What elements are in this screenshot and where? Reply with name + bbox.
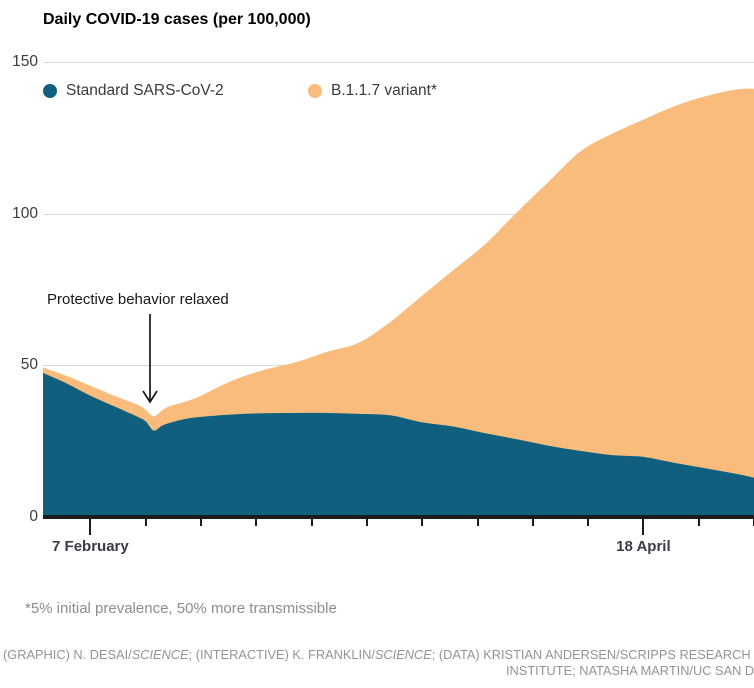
x-axis-tick — [365, 519, 368, 526]
standard-series-swatch-icon — [43, 84, 57, 98]
variant-series-swatch-icon — [308, 84, 322, 98]
x-axis-tick — [697, 519, 700, 526]
credits-line-1: (GRAPHIC) N. DESAI/SCIENCE; (INTERACTIVE… — [3, 647, 751, 662]
chart-title: Daily COVID-19 cases (per 100,000) — [43, 11, 311, 28]
x-axis-tick — [310, 519, 313, 526]
x-axis-tick — [642, 519, 645, 535]
x-axis-line — [43, 515, 754, 519]
y-axis-label-0: 0 — [29, 508, 38, 525]
annotation-text: Protective behavior relaxed — [47, 291, 229, 308]
credits-segment-italic: SCIENCE — [374, 647, 432, 662]
footnote: *5% initial prevalence, 50% more transmi… — [25, 600, 337, 617]
y-axis-label-150: 150 — [12, 53, 38, 70]
area-standard-sars-cov-2 — [43, 372, 754, 517]
legend-label-variant: B.1.1.7 variant* — [331, 82, 437, 99]
credits-line-2: INSTITUTE; NATASHA MARTIN/UC SAN DIEGO — [506, 663, 754, 678]
area-b117-variant — [43, 88, 754, 517]
y-axis-label-100: 100 — [12, 204, 38, 222]
gridline-100 — [43, 213, 754, 215]
x-axis-tick — [476, 519, 479, 526]
x-axis-tick — [200, 519, 202, 526]
legend-item-variant: B.1.1.7 variant* — [308, 82, 437, 100]
legend-label-standard: Standard SARS-CoV-2 — [66, 82, 224, 99]
credits-segment: (GRAPHIC) N. DESAI/ — [3, 647, 132, 662]
legend-item-standard: Standard SARS-CoV-2 — [43, 82, 224, 100]
credits-segment: ; (DATA) KRISTIAN ANDERSEN/SCRIPPS RESEA… — [431, 647, 751, 662]
x-axis-label: 7 February — [52, 538, 129, 555]
x-axis-tick — [89, 519, 92, 535]
annotation-arrow-icon — [142, 314, 158, 404]
x-axis-tick — [587, 519, 590, 526]
credits-segment: ; (INTERACTIVE) K. FRANKLIN/ — [188, 647, 375, 662]
y-axis-label-50: 50 — [20, 356, 38, 374]
x-axis-tick — [144, 519, 147, 526]
stacked-area-plot — [43, 88, 754, 517]
gridline-150 — [43, 62, 754, 63]
x-axis-tick — [421, 519, 424, 526]
x-axis-tick — [255, 519, 258, 526]
x-axis-label: 18 April — [616, 538, 671, 555]
credits-segment-italic: SCIENCE — [131, 647, 189, 662]
x-axis-tick — [531, 519, 534, 526]
